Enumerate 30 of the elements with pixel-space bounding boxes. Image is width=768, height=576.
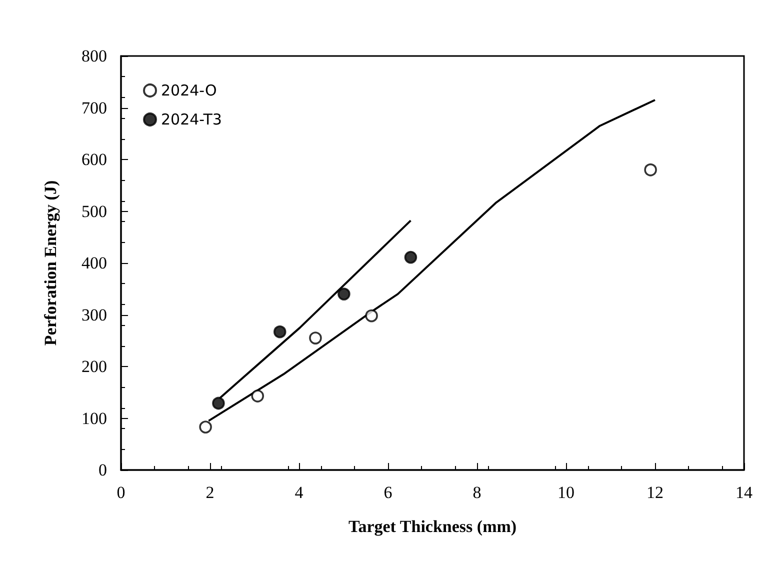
x-tick-label: 12 [646,483,664,502]
y-tick-label: 600 [82,150,107,169]
point [199,420,212,434]
point [404,250,418,264]
point [273,325,286,338]
y-axis-title: Perforation Energy (J) [41,180,60,346]
y-tick-label: 400 [82,254,107,272]
point [309,332,322,344]
y-tick-label: 100 [82,408,107,428]
x-tick-label: 0 [116,483,126,502]
point [338,288,350,300]
y-tick-label: 700 [82,98,107,118]
point [212,396,225,410]
point [365,309,378,322]
point [251,390,264,402]
point [644,163,657,176]
x-tick-label: 4 [294,483,304,502]
x-tick-label: 14 [736,483,753,502]
y-tick-label: 0 [98,460,107,480]
y-tick-label: 200 [82,357,107,376]
x-axis-title: Target Thickness (mm) [348,517,517,536]
y-tick-label: 500 [82,202,107,221]
legend-label: 2024-O [161,82,217,100]
legend-label: 2024-T3 [161,110,222,128]
y-tick-label: 800 [82,46,107,66]
x-tick-label: 10 [558,483,574,502]
y-tick-label: 300 [82,305,107,324]
x-tick-label: 8 [472,483,482,502]
x-tick-label: 6 [384,483,392,502]
x-tick-label: 2 [206,483,214,502]
